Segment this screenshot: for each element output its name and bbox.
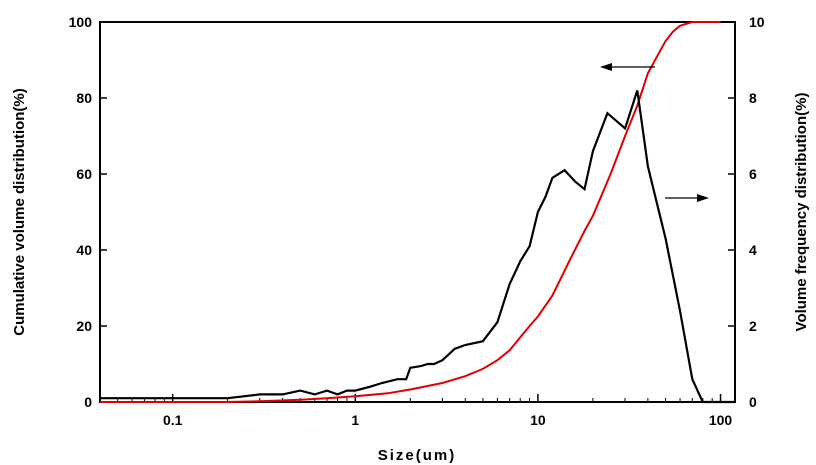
- plot-frame: [99, 21, 736, 403]
- right-y-axis: 0 2 4 6 8 10: [728, 14, 765, 410]
- arrow-to-right-axis: [665, 194, 709, 202]
- left-y-tick-label: 20: [76, 318, 92, 334]
- x-tick-label: 100: [709, 412, 733, 428]
- right-y-tick-label: 0: [749, 394, 757, 410]
- left-y-tick-label: 40: [76, 242, 92, 258]
- x-tick-label: 10: [530, 412, 546, 428]
- x-tick-label: 0.1: [163, 412, 183, 428]
- frequency-series-line: [100, 90, 735, 404]
- left-y-tick-label: 100: [69, 14, 93, 30]
- left-y-axis-title: Cumulative volume distribution(%): [11, 88, 28, 336]
- left-y-axis: 0 20 40 60 80 100: [69, 14, 107, 410]
- left-y-tick-label: 60: [76, 166, 92, 182]
- x-tick-label: 1: [351, 412, 359, 428]
- x-axis: 0.1 1 10 100: [99, 394, 733, 428]
- right-y-tick-label: 6: [749, 166, 757, 182]
- right-y-tick-label: 8: [749, 90, 757, 106]
- right-y-tick-label: 2: [749, 318, 757, 334]
- right-y-axis-title: Volume frequency distribution(%): [793, 93, 810, 332]
- left-y-tick-label: 80: [76, 90, 92, 106]
- arrow-to-left-axis: [600, 63, 655, 71]
- x-axis-title: Size(um): [378, 447, 457, 464]
- left-y-tick-label: 0: [84, 394, 92, 410]
- right-y-tick-label: 10: [749, 14, 765, 30]
- right-y-tick-label: 4: [749, 242, 757, 258]
- cumulative-series-line: [100, 21, 721, 403]
